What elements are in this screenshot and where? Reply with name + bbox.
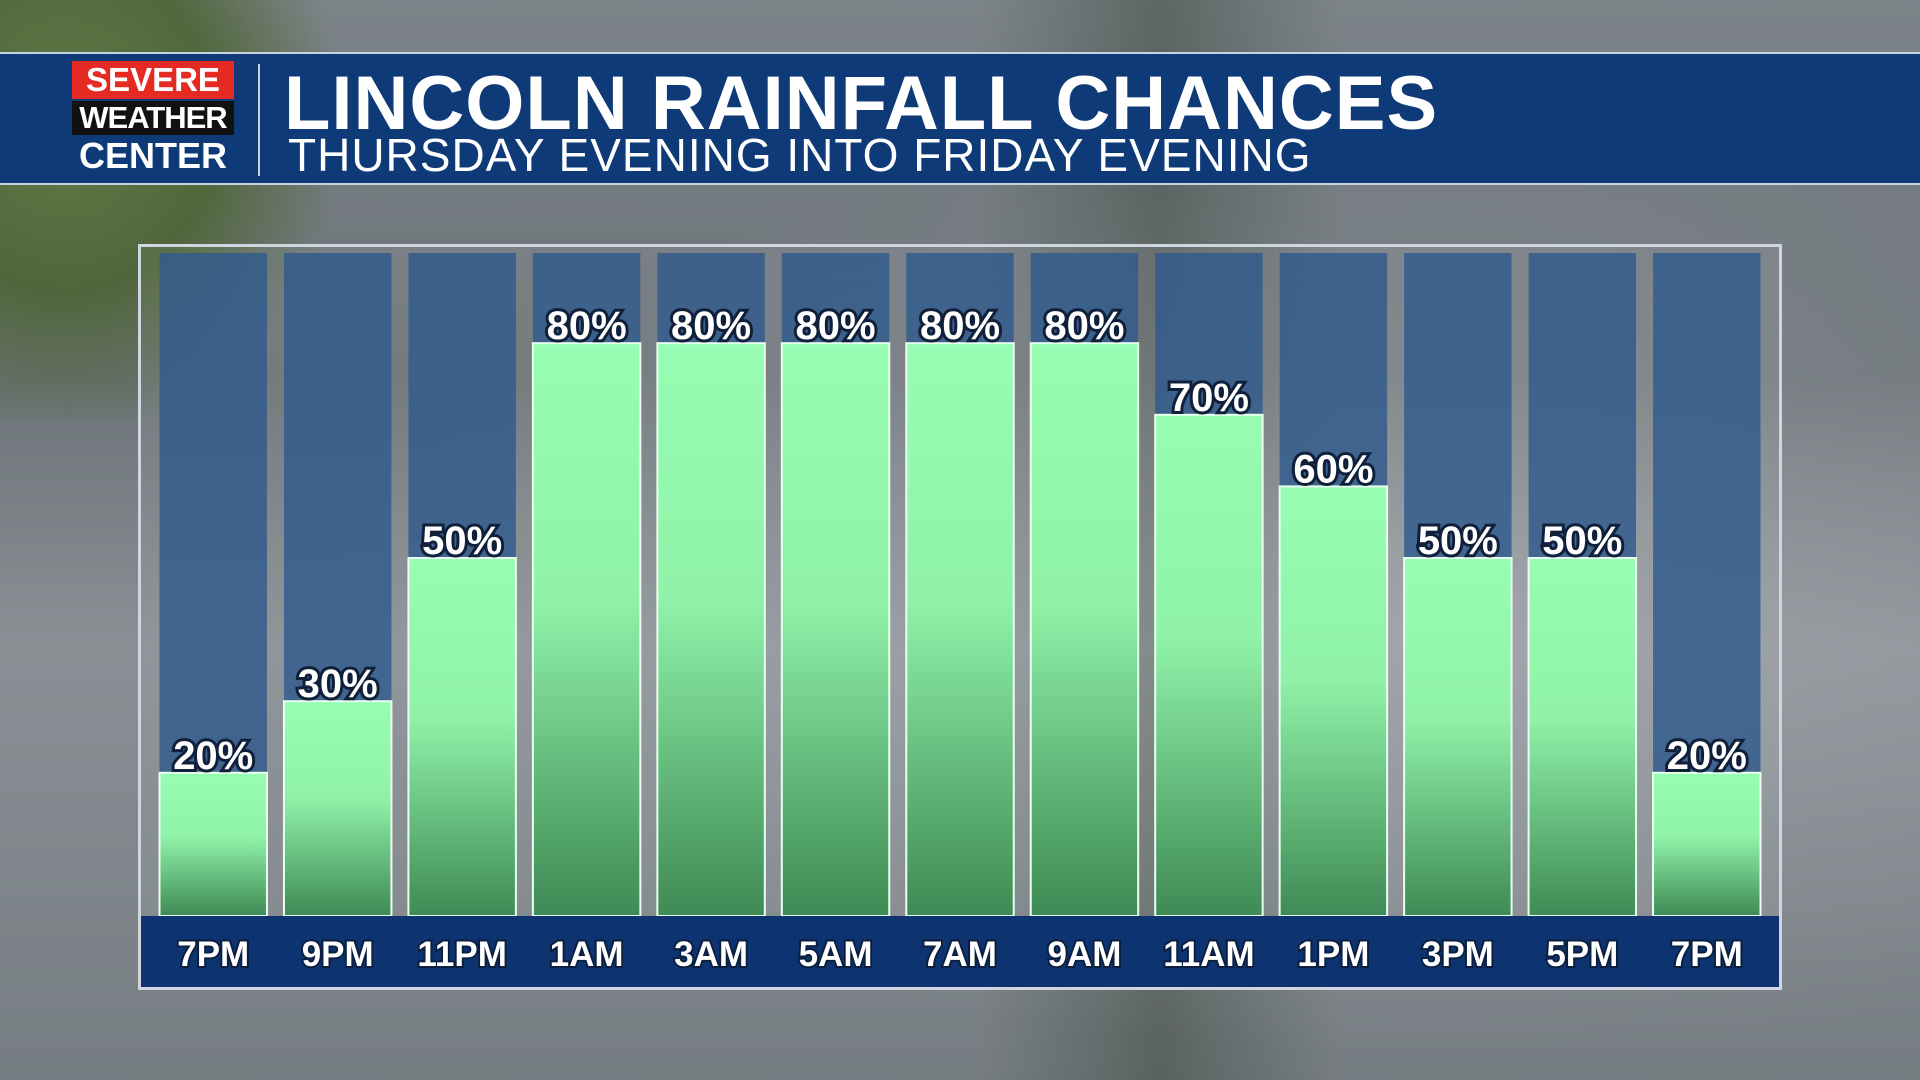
header-divider bbox=[258, 64, 260, 176]
bar bbox=[1652, 771, 1762, 917]
bar-value-label: 80% bbox=[1044, 304, 1124, 348]
bar-value-label: 50% bbox=[422, 519, 502, 563]
bar bbox=[158, 771, 268, 917]
bar bbox=[1527, 557, 1638, 917]
logo-weather: WEATHER bbox=[72, 101, 234, 135]
bar-value-label: 70% bbox=[1169, 376, 1249, 420]
bar-value-label: 80% bbox=[796, 304, 876, 348]
bar-value-label: 80% bbox=[920, 304, 1000, 348]
severe-weather-center-logo: SEVERE WEATHER CENTER bbox=[72, 61, 234, 177]
bar bbox=[407, 557, 517, 917]
bar bbox=[780, 342, 891, 917]
bar bbox=[905, 342, 1015, 917]
x-tick-label: 1PM bbox=[1297, 935, 1369, 974]
rainfall-bar-chart: 20%30%50%80% 80% 80% 80% 80%70%60%50% 50%20% … bbox=[141, 253, 1779, 987]
page-subtitle: THURSDAY EVENING INTO FRIDAY EVENING bbox=[288, 129, 1312, 181]
bar-value-label: 50% bbox=[1418, 519, 1498, 563]
x-tick-label: 3PM bbox=[1422, 935, 1494, 974]
bar-value-label: 30% bbox=[298, 662, 378, 706]
x-tick-label: 9PM bbox=[302, 935, 374, 974]
x-tick-label: 9AM bbox=[1048, 935, 1122, 974]
logo-center: CENTER bbox=[78, 135, 227, 176]
bar-value-label: 20% bbox=[173, 734, 253, 778]
bar bbox=[1278, 485, 1389, 917]
chart-frame: 20% 30% 50% 80% 80% 80% 80% 80% 70% 60% 50% 50% 20% … bbox=[138, 244, 1782, 990]
bar bbox=[1029, 342, 1140, 917]
x-axis-band bbox=[141, 916, 1779, 987]
x-tick-label: 5AM bbox=[799, 935, 873, 974]
bar-value-label: 50% bbox=[1542, 519, 1622, 563]
bar bbox=[531, 342, 642, 917]
bar-value-label: 20% bbox=[1667, 734, 1747, 778]
x-tick-label: 7PM bbox=[177, 935, 249, 974]
bar bbox=[282, 700, 393, 918]
x-tick-label: 3AM bbox=[674, 935, 748, 974]
bar bbox=[1154, 413, 1264, 918]
bar-value-label: 60% bbox=[1293, 447, 1373, 491]
x-tick-label: 1AM bbox=[550, 935, 624, 974]
bar-value-label: 80% bbox=[671, 304, 751, 348]
x-tick-label: 5PM bbox=[1546, 935, 1618, 974]
x-tick-label: 11PM bbox=[417, 935, 507, 974]
page-title: LINCOLN RAINFALL CHANCES bbox=[284, 61, 1439, 146]
bar-value-label: 80% bbox=[547, 304, 627, 348]
x-tick-label: 7AM bbox=[923, 935, 997, 974]
x-tick-label: 11AM bbox=[1163, 935, 1254, 974]
header-banner: SEVERE WEATHER CENTER LINCOLN RAINFALL C… bbox=[0, 52, 1920, 185]
bar bbox=[1403, 557, 1513, 917]
bar bbox=[656, 342, 766, 917]
x-tick-label: 7PM bbox=[1671, 935, 1743, 974]
logo-severe: SEVERE bbox=[72, 61, 234, 99]
